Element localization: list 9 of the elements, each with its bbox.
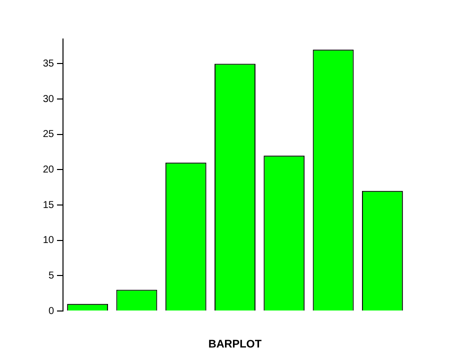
y-tick-label: 30 bbox=[42, 94, 54, 105]
y-tick-label: 0 bbox=[48, 306, 54, 317]
y-tick-label: 10 bbox=[42, 235, 54, 246]
x-axis-title: BARPLOT bbox=[208, 338, 262, 350]
y-tick-label: 5 bbox=[48, 270, 54, 282]
y-tick-label: 35 bbox=[42, 58, 54, 70]
y-tick-label: 25 bbox=[42, 129, 54, 140]
y-tick-label: 20 bbox=[42, 164, 54, 176]
y-tick-label: 15 bbox=[42, 200, 54, 211]
